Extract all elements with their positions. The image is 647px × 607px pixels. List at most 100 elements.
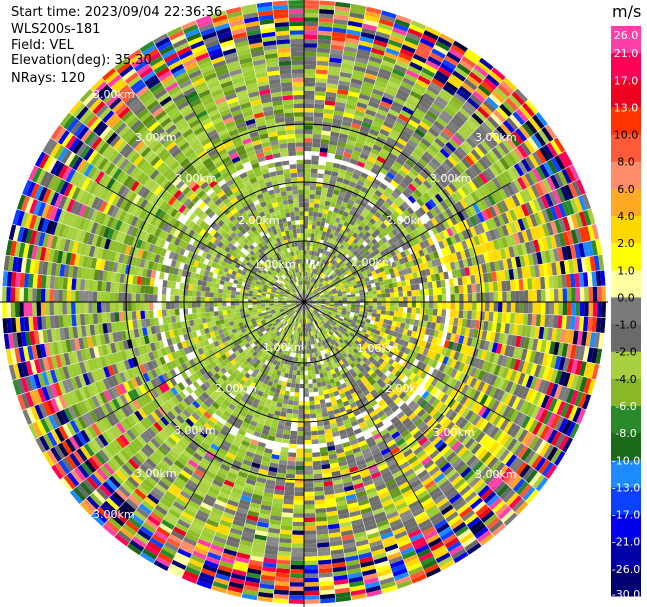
range-gate [437,287,442,295]
range-gate [404,274,410,281]
range-gate [353,146,363,153]
range-gate [328,224,334,230]
range-gate [313,278,317,284]
range-gate [495,144,507,158]
range-gate [371,214,379,222]
range-gate [304,211,309,216]
range-gate [375,200,383,208]
range-gate [366,253,373,260]
range-gate [376,108,388,117]
range-gate [454,190,463,201]
range-gate [351,191,359,199]
range-gate [287,456,296,462]
range-gate [445,262,452,272]
range-gate [283,495,294,501]
range-gate [329,294,334,297]
range-gate [404,174,414,184]
range-gate [291,538,304,544]
range-gate [528,153,540,168]
range-gate [349,209,356,216]
range-gate [362,81,375,89]
range-gate [368,302,374,306]
range-gate [370,182,379,190]
range-gate [298,353,302,359]
range-gate [549,302,555,315]
range-gate [430,123,443,135]
range-gate [575,302,581,316]
range-gate [541,223,550,237]
range-gate [471,68,486,81]
range-gate [311,224,316,230]
range-gate [501,312,507,323]
range-gate [377,276,384,282]
range-gate [288,452,297,458]
range-gate [472,90,486,103]
range-gate [304,30,318,35]
range-gate [553,288,559,302]
range-gate [484,242,492,253]
range-gate [345,276,351,281]
range-gate [403,209,412,218]
range-gate [531,168,543,183]
range-gate [376,272,382,278]
range-gate [384,314,390,320]
range-gate [427,55,442,67]
range-gate [312,297,317,300]
range-gate [315,190,322,196]
range-gate [533,212,542,226]
range-gate [344,266,350,272]
range-gate [471,131,484,143]
range-gate [371,47,385,56]
range-gate [422,247,429,256]
range-gate [431,196,440,206]
range-gate [543,161,554,177]
range-gate [447,195,456,206]
range-gate [325,196,332,202]
range-gate [402,146,413,156]
range-gate [404,261,411,269]
range-gate [412,164,423,174]
range-gate [313,473,323,479]
range-gate [374,35,389,44]
range-gate [282,434,291,440]
range-gate [316,281,321,286]
range-gate [315,294,320,297]
range-gate [304,435,312,441]
range-gate [304,43,318,48]
range-gate [405,98,418,108]
range-gate [358,93,371,101]
range-gate [321,279,326,284]
range-gate [394,18,411,28]
range-gate [470,191,480,203]
range-gate [370,225,378,232]
range-gate [458,285,464,294]
range-gate [414,209,423,219]
range-gate [338,282,344,287]
range-gate [588,302,594,317]
range-gate [304,125,313,130]
range-gate [309,286,312,291]
range-gate [449,309,455,318]
range-gate [304,543,317,548]
range-gate [317,39,331,45]
range-gate [364,15,380,23]
range-gate [517,218,526,231]
range-gate [306,353,310,358]
range-gate [381,212,390,220]
range-gate [398,258,405,265]
range-gate [468,134,480,146]
range-gate [364,277,370,282]
range-gate [412,131,423,142]
range-gate [480,103,493,116]
range-gate [484,302,490,312]
range-gate [304,176,311,182]
range-gate [458,259,465,269]
range-gate [457,187,467,199]
range-gate [393,64,408,74]
range-gate [330,277,336,282]
range-gate [416,295,421,302]
range-gate [305,276,307,281]
range-gate [351,269,357,274]
range-gate [318,276,322,282]
range-gate [325,218,331,224]
